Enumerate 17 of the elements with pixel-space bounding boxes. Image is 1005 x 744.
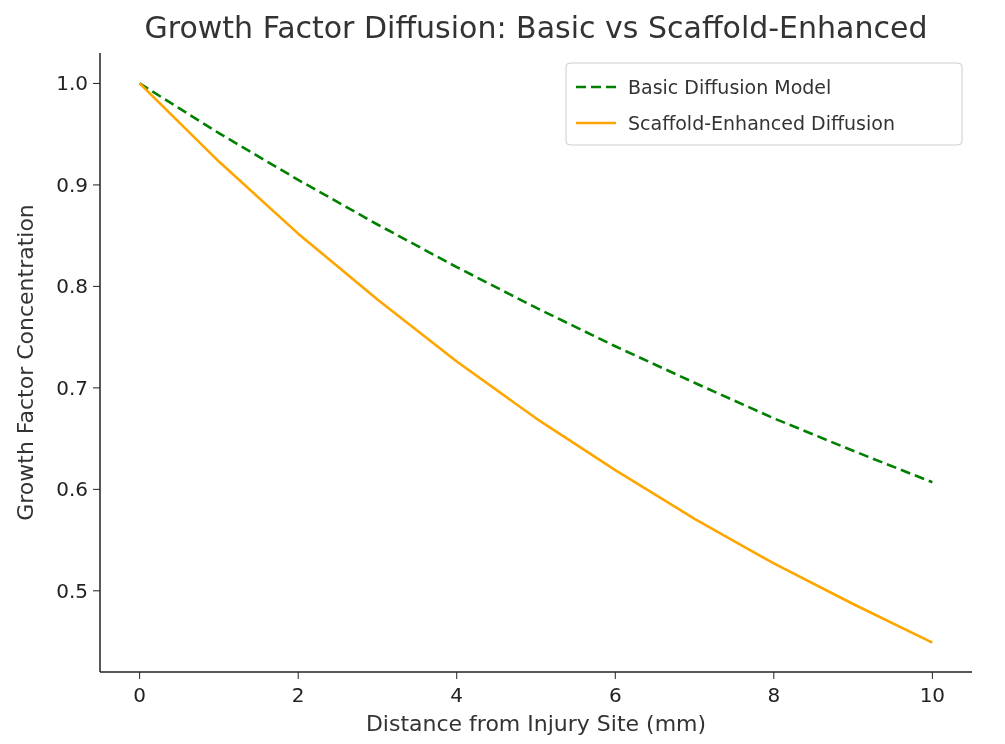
y-tick-label: 0.9: [56, 172, 88, 197]
legend-label: Basic Diffusion Model: [628, 76, 832, 98]
y-tick-label: 0.6: [56, 477, 88, 502]
y-axis-title: Growth Factor Concentration: [13, 204, 38, 521]
x-tick-label: 10: [919, 683, 946, 707]
x-tick-label: 8: [767, 683, 781, 707]
x-axis-title: Distance from Injury Site (mm): [365, 711, 707, 736]
x-tick-label: 4: [450, 683, 464, 707]
y-tick-label: 0.5: [56, 578, 88, 603]
x-tick-label: 6: [608, 683, 622, 707]
x-tick-label: 2: [291, 683, 305, 707]
legend-label: Scaffold-Enhanced Diffusion: [628, 112, 895, 134]
y-tick-label: 0.8: [56, 274, 88, 299]
chart-title: Growth Factor Diffusion: Basic vs Scaffold-Enhanced: [144, 10, 928, 45]
x-tick-label: 0: [133, 683, 146, 707]
y-tick-label: 0.7: [56, 375, 88, 400]
y-tick-label: 1.0: [56, 71, 88, 96]
